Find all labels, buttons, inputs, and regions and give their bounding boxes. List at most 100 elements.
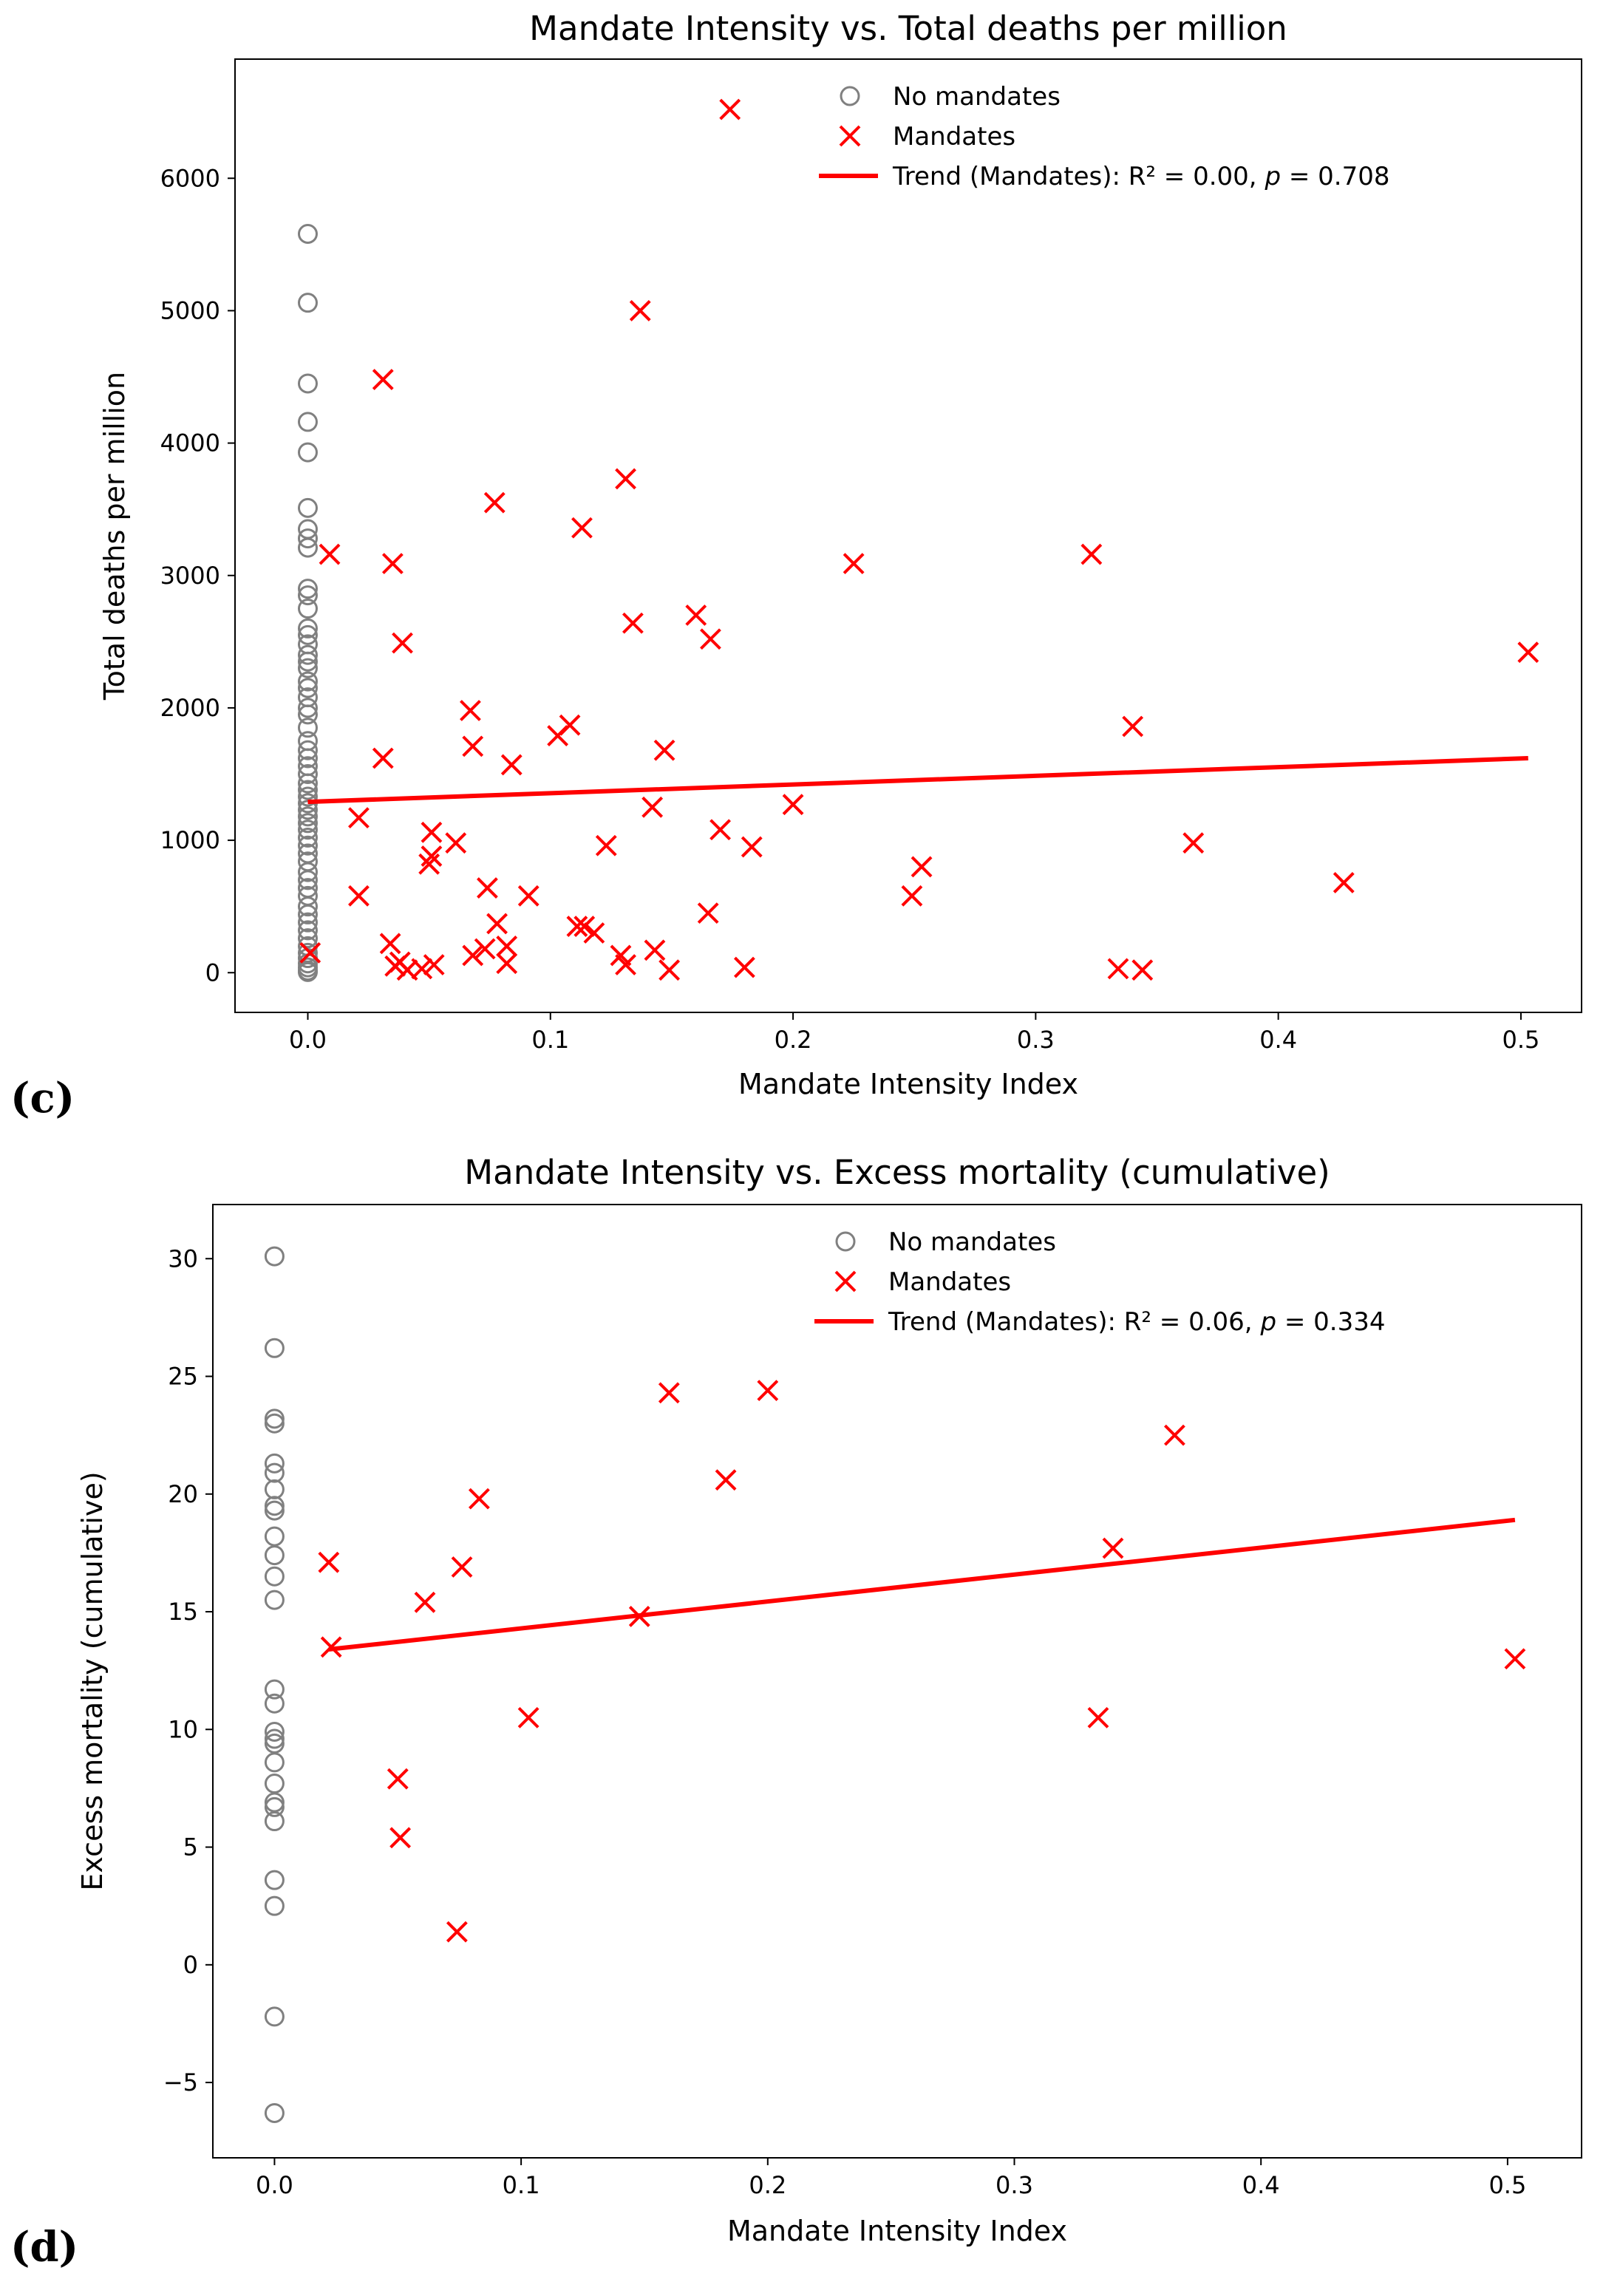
point-mandates [496,936,518,957]
point-mandates [500,754,523,776]
y-tick-label: 10 [168,1715,198,1743]
point-mandates [418,853,440,875]
point-mandates [574,916,596,937]
point-no-mandates [264,1338,285,1358]
point-mandates [1182,832,1205,854]
panel-label: (c) [10,1074,75,1123]
point-no-mandates [297,806,318,827]
series-mandates [299,98,1539,981]
y-tick-label: 1000 [160,826,220,854]
point-mandates [547,725,569,746]
point-mandates [348,807,370,829]
legend-label-no-mandates: No mandates [888,1227,1056,1257]
y-tick-label: 2000 [160,694,220,722]
point-mandates [411,958,433,980]
point-mandates [1163,1424,1185,1446]
point-mandates [379,933,401,955]
point-mandates [446,1921,468,1943]
point-no-mandates [264,1566,285,1587]
point-mandates [583,922,605,944]
point-mandates [566,916,588,937]
x-tick-label: 0.0 [256,2171,293,2199]
point-no-mandates [264,1774,285,1794]
point-mandates [741,836,763,858]
point-mandates [423,954,445,975]
point-mandates [595,834,617,856]
point-mandates [348,885,370,907]
point-mandates [1080,543,1103,565]
point-no-mandates [264,1545,285,1566]
y-tick-label: −5 [163,2068,198,2096]
point-no-mandates [297,961,318,982]
point-mandates [629,300,651,321]
point-mandates [299,941,321,964]
legend-label-no-mandates: No mandates [893,82,1061,112]
y-axis-label: Excess mortality (cumulative) [76,1471,109,1890]
point-no-mandates [264,1500,285,1521]
point-no-mandates [264,1811,285,1832]
point-mandates [1102,1537,1124,1559]
point-no-mandates [297,528,318,549]
point-mandates [1517,641,1539,664]
y-tick-label: 0 [205,958,220,987]
point-mandates [700,628,721,650]
point-mandates [483,491,506,514]
point-no-mandates [297,644,318,665]
legend-trend-p: p [1264,162,1281,191]
legend-label-trend: Trend (Mandates): R² = 0.06, p = 0.334 [888,1307,1385,1337]
point-mandates [1122,715,1144,737]
legend-trend-p: p [1259,1307,1276,1337]
point-no-mandates [297,497,318,518]
point-mandates [384,955,406,977]
point-no-mandates [297,293,318,313]
point-mandates [451,1556,473,1578]
legend-marker-mandates [839,125,861,147]
y-tick-label: 15 [168,1598,198,1626]
point-no-mandates [297,904,318,924]
x-axis-label: Mandate Intensity Index [738,1068,1078,1100]
legend-trend-pvalue: = 0.334 [1276,1307,1385,1337]
x-tick-label: 0.2 [749,2171,786,2199]
y-axis-label: Total deaths per million [98,372,131,701]
point-no-mandates [297,618,318,638]
point-mandates [911,856,933,878]
series-no-mandates [264,1246,285,2123]
point-mandates [685,604,707,626]
trend-line [307,756,1528,805]
point-no-mandates [297,786,318,807]
point-no-mandates [297,718,318,738]
x-tick-label: 0.4 [1259,1026,1297,1054]
legend-label-mandates: Mandates [888,1267,1011,1297]
x-tick-label: 0.1 [531,1026,569,1054]
point-mandates [697,902,719,924]
trend-line [328,1517,1516,1652]
point-mandates [658,959,681,981]
point-no-mandates [264,1679,285,1700]
y-tick-label: 0 [183,1951,198,1979]
point-mandates [462,735,484,757]
point-no-mandates [264,1721,285,1742]
series-no-mandates [297,224,318,982]
x-tick-label: 0.5 [1502,1026,1539,1054]
point-no-mandates [264,1693,285,1714]
legend-label-mandates: Mandates [893,122,1015,151]
point-mandates [372,369,394,390]
point-no-mandates [264,1413,285,1434]
point-mandates [517,885,540,907]
legend: No mandates Mandates Trend (Mandates): R² … [814,1227,1385,1337]
point-no-mandates [264,1526,285,1547]
legend-marker-no-mandates [835,1231,856,1252]
point-no-mandates [297,748,318,769]
point-no-mandates [297,820,318,840]
legend-marker-no-mandates [840,86,860,106]
point-mandates [421,845,443,867]
point-no-mandates [264,1796,285,1817]
point-mandates [641,796,664,818]
point-no-mandates [297,373,318,394]
point-no-mandates [297,599,318,619]
point-no-mandates [297,585,318,606]
point-no-mandates [297,740,318,760]
x-tick-label: 0.0 [289,1026,327,1054]
point-no-mandates [297,537,318,558]
y-tick-label: 6000 [160,164,220,192]
